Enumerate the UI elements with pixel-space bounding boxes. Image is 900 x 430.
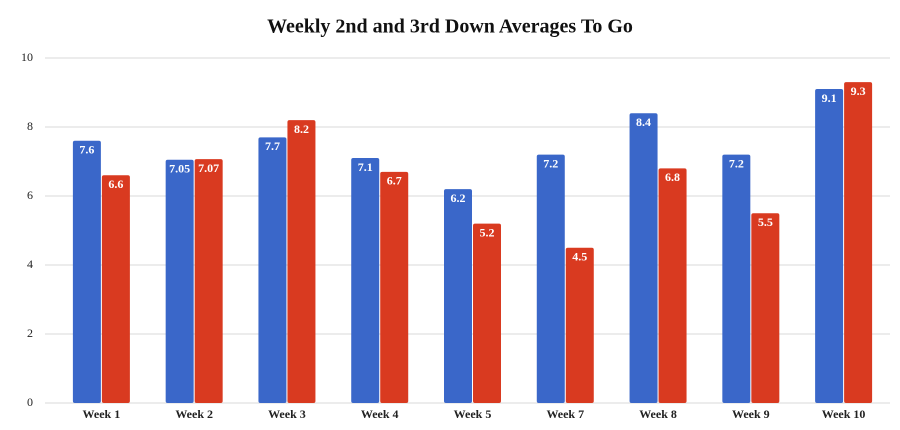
- value-label: 7.1: [358, 160, 373, 174]
- value-label: 4.5: [572, 250, 587, 264]
- x-tick-label: Week 7: [546, 407, 584, 421]
- value-label: 6.7: [387, 174, 402, 188]
- value-label: 6.6: [108, 177, 123, 191]
- value-label: 8.4: [636, 115, 651, 129]
- bar: [194, 159, 223, 403]
- bar: [351, 158, 380, 403]
- y-tick-label: 4: [27, 257, 33, 271]
- y-tick-label: 10: [21, 50, 33, 64]
- x-tick-label: Week 3: [268, 407, 306, 421]
- bar: [815, 89, 844, 404]
- bar: [287, 120, 316, 403]
- bar: [101, 175, 130, 403]
- x-tick-label: Week 1: [83, 407, 121, 421]
- bar: [473, 223, 501, 403]
- x-tick-label: Week 10: [822, 407, 866, 421]
- chart-title: Weekly 2nd and 3rd Down Averages To Go: [267, 16, 633, 38]
- value-label: 8.2: [294, 122, 309, 136]
- value-label: 7.2: [543, 156, 558, 170]
- bar: [629, 113, 658, 403]
- bar: [751, 213, 780, 403]
- x-tick-label: Week 8: [639, 407, 677, 421]
- value-label: 7.05: [169, 162, 190, 176]
- value-label: 6.2: [451, 191, 466, 205]
- y-tick-label: 8: [27, 119, 33, 133]
- value-label: 9.1: [822, 91, 837, 105]
- value-label: 7.6: [79, 143, 94, 157]
- bar: [722, 154, 751, 403]
- bar: [844, 82, 873, 404]
- value-label: 7.7: [265, 139, 280, 153]
- bar: [72, 140, 101, 404]
- value-label: 7.07: [198, 161, 219, 175]
- value-label: 5.2: [480, 225, 495, 239]
- bar: [536, 154, 565, 403]
- x-tick-label: Week 5: [454, 407, 492, 421]
- x-tick-label: Week 2: [175, 407, 213, 421]
- value-label: 6.8: [665, 170, 680, 184]
- value-label: 9.3: [851, 84, 866, 98]
- bar: [380, 171, 409, 403]
- value-label: 5.5: [758, 215, 773, 229]
- x-tick-label: Week 9: [732, 407, 770, 421]
- bar: [258, 137, 287, 403]
- y-tick-label: 2: [27, 326, 33, 340]
- bar: [565, 247, 594, 403]
- bar: [444, 189, 472, 403]
- y-tick-label: 0: [27, 395, 33, 409]
- bar: [658, 168, 687, 403]
- bar: [165, 159, 194, 403]
- y-tick-label: 6: [27, 188, 33, 202]
- x-tick-label: Week 4: [361, 407, 399, 421]
- value-label: 7.2: [729, 156, 744, 170]
